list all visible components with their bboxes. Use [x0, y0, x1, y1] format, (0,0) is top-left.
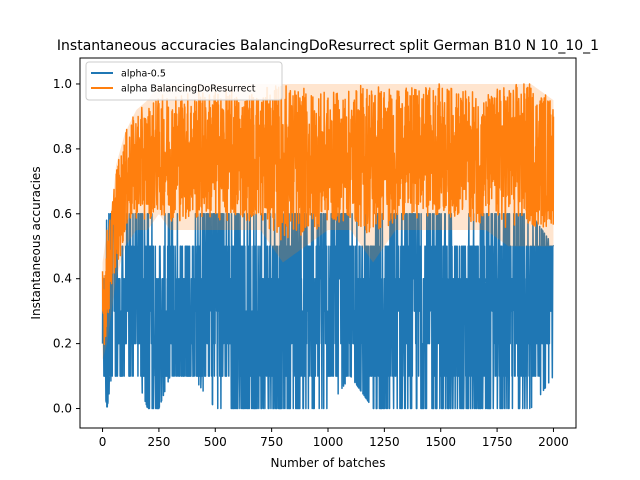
y-tick-label: 0.6	[53, 207, 72, 221]
x-tick-label: 1500	[425, 435, 456, 449]
plot-area	[101, 83, 555, 410]
y-tick-label: 0.2	[53, 337, 72, 351]
x-tick-label: 1250	[369, 435, 400, 449]
series-line-alpha-0-5	[101, 213, 555, 410]
x-axis-label: Number of batches	[271, 456, 386, 470]
series-line-alpha-balancing	[101, 83, 555, 346]
legend-label-alpha-0-5: alpha-0.5	[121, 69, 166, 80]
y-tick-label: 0.8	[53, 142, 72, 156]
y-tick-label: 1.0	[53, 77, 72, 91]
y-axis-ticks: 0.0 0.2 0.4 0.6 0.8 1.0	[53, 77, 80, 416]
y-tick-label: 0.4	[53, 272, 72, 286]
legend: alpha-0.5 alpha BalancingDoResurrect	[85, 61, 283, 101]
legend-label-alpha-balancing: alpha BalancingDoResurrect	[121, 84, 256, 95]
x-tick-label: 2000	[538, 435, 569, 449]
y-axis-label: Instantaneous accuracies	[29, 166, 43, 319]
y-tick-label: 0.0	[53, 402, 72, 416]
x-tick-label: 500	[204, 435, 227, 449]
x-tick-label: 0	[99, 435, 107, 449]
legend-box	[85, 61, 283, 101]
x-tick-label: 1000	[313, 435, 344, 449]
x-tick-label: 750	[260, 435, 283, 449]
x-tick-label: 1750	[482, 435, 513, 449]
x-tick-label: 250	[147, 435, 170, 449]
chart-title: Instantaneous accuracies BalancingDoResu…	[57, 38, 599, 54]
x-axis-ticks: 0 250 500 750 1000 1250 1500 1750 2000	[99, 428, 569, 449]
